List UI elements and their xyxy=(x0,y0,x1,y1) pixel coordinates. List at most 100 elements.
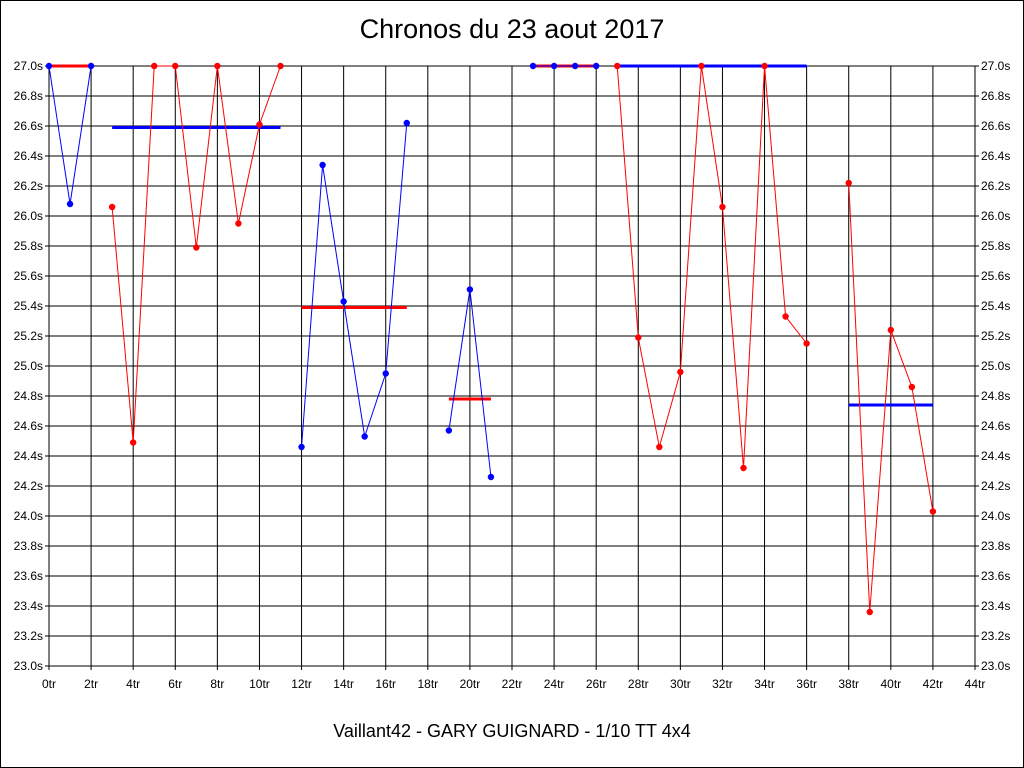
y-tick-label-right: 26.8s xyxy=(981,89,1010,103)
y-tick-label-right: 23.4s xyxy=(981,599,1010,613)
series-line xyxy=(111,65,281,443)
y-tick-label-left: 24.0s xyxy=(14,509,43,523)
y-tick-label-right: 23.2s xyxy=(981,629,1010,643)
y-tick-label-right: 24.0s xyxy=(981,509,1010,523)
x-tick-label: 24tr xyxy=(544,677,565,691)
data-point xyxy=(845,179,852,187)
y-tick-label-left: 26.4s xyxy=(14,149,43,163)
data-point xyxy=(277,62,284,70)
data-point xyxy=(445,427,453,434)
x-tick-label: 2tr xyxy=(84,677,98,691)
x-tick-label: 22tr xyxy=(502,677,523,691)
data-points xyxy=(45,62,937,616)
y-tick-label-right: 23.6s xyxy=(981,569,1010,583)
x-tick-label: 28tr xyxy=(628,677,649,691)
y-tick-label-right: 25.2s xyxy=(981,329,1010,343)
series-line xyxy=(616,65,808,469)
x-tick-label: 14tr xyxy=(333,677,354,691)
y-tick-label-left: 25.4s xyxy=(14,299,43,313)
x-tick-label: 26tr xyxy=(586,677,607,691)
data-point xyxy=(340,298,347,305)
y-tick-label-left: 23.0s xyxy=(14,659,43,673)
data-point xyxy=(698,62,705,70)
y-tick-label-right: 23.0s xyxy=(981,659,1010,673)
data-point xyxy=(172,62,179,70)
data-point xyxy=(908,383,916,391)
y-tick-label-right: 24.6s xyxy=(981,419,1010,433)
y-tick-label-right: 27.0s xyxy=(981,59,1010,73)
data-point xyxy=(571,62,579,70)
y-tick-label-left: 25.6s xyxy=(14,269,43,283)
data-point xyxy=(782,313,789,320)
data-point xyxy=(129,439,137,446)
data-point xyxy=(614,62,621,70)
data-point xyxy=(151,62,158,70)
data-point xyxy=(887,326,895,334)
x-tick-label: 0tr xyxy=(42,677,56,691)
y-tick-label-right: 23.8s xyxy=(981,539,1010,553)
data-point xyxy=(108,203,116,211)
y-tick-label-right: 25.6s xyxy=(981,269,1010,283)
data-point xyxy=(382,370,389,377)
y-tick-label-left: 23.4s xyxy=(14,599,43,613)
data-point xyxy=(656,443,663,451)
data-point xyxy=(66,200,74,208)
y-tick-label-right: 26.4s xyxy=(981,149,1010,163)
series-line xyxy=(48,65,92,205)
data-point xyxy=(319,161,326,169)
series-line xyxy=(301,122,408,448)
y-tick-label-left: 24.4s xyxy=(14,449,43,463)
data-point xyxy=(403,119,410,127)
y-tick-label-right: 25.8s xyxy=(981,239,1010,253)
y-tick-label-left: 25.0s xyxy=(14,359,43,373)
y-tick-label-right: 25.0s xyxy=(981,359,1010,373)
y-tick-label-right: 26.0s xyxy=(981,209,1010,223)
x-tick-label: 38tr xyxy=(838,677,859,691)
y-tick-label-left: 23.6s xyxy=(14,569,43,583)
data-point xyxy=(761,62,768,70)
y-tick-label-left: 26.2s xyxy=(14,179,43,193)
data-point xyxy=(193,244,200,251)
y-tick-label-left: 23.8s xyxy=(14,539,43,553)
y-tick-label-right: 24.4s xyxy=(981,449,1010,463)
x-tick-label: 40tr xyxy=(880,677,901,691)
data-point xyxy=(235,220,242,227)
data-point xyxy=(592,62,600,70)
data-point xyxy=(256,121,263,128)
y-tick-label-left: 27.0s xyxy=(14,59,43,73)
y-tick-label-left: 25.2s xyxy=(14,329,43,343)
x-tick-label: 42tr xyxy=(923,677,944,691)
series-lines xyxy=(48,65,934,613)
y-tick-label-left: 26.6s xyxy=(14,119,43,133)
x-tick-label: 36tr xyxy=(796,677,817,691)
data-point xyxy=(803,340,810,347)
y-tick-label-left: 26.8s xyxy=(14,89,43,103)
y-tick-label-left: 24.2s xyxy=(14,479,43,493)
data-point xyxy=(635,334,642,341)
y-tick-label-left: 24.8s xyxy=(14,389,43,403)
data-point xyxy=(529,62,537,70)
data-point xyxy=(677,368,684,376)
data-point xyxy=(466,286,474,293)
y-tick-label-right: 24.2s xyxy=(981,479,1010,493)
data-point xyxy=(719,203,726,211)
x-tick-label: 6tr xyxy=(168,677,182,691)
x-tick-label: 18tr xyxy=(417,677,438,691)
data-point xyxy=(929,508,937,515)
x-tick-label: 10tr xyxy=(249,677,270,691)
data-point xyxy=(298,443,305,451)
y-tick-label-left: 25.8s xyxy=(14,239,43,253)
data-point xyxy=(87,62,95,70)
y-axis-ticks-right: 23.0s 23.2s 23.4s 23.6s 23.8s 24.0s 24.2s 24.4s… xyxy=(981,59,1010,673)
x-tick-label: 16tr xyxy=(375,677,396,691)
chart-subtitle: Vaillant42 - GARY GUIGNARD - 1/10 TT 4x4 xyxy=(333,721,691,741)
data-point xyxy=(487,473,495,481)
y-tick-label-right: 26.6s xyxy=(981,119,1010,133)
grid-lines xyxy=(45,65,979,670)
x-tick-label: 34tr xyxy=(754,677,775,691)
x-tick-label: 30tr xyxy=(670,677,691,691)
chart-title: Chronos du 23 aout 2017 xyxy=(359,14,665,44)
data-point xyxy=(45,62,53,70)
y-tick-label-right: 24.8s xyxy=(981,389,1010,403)
